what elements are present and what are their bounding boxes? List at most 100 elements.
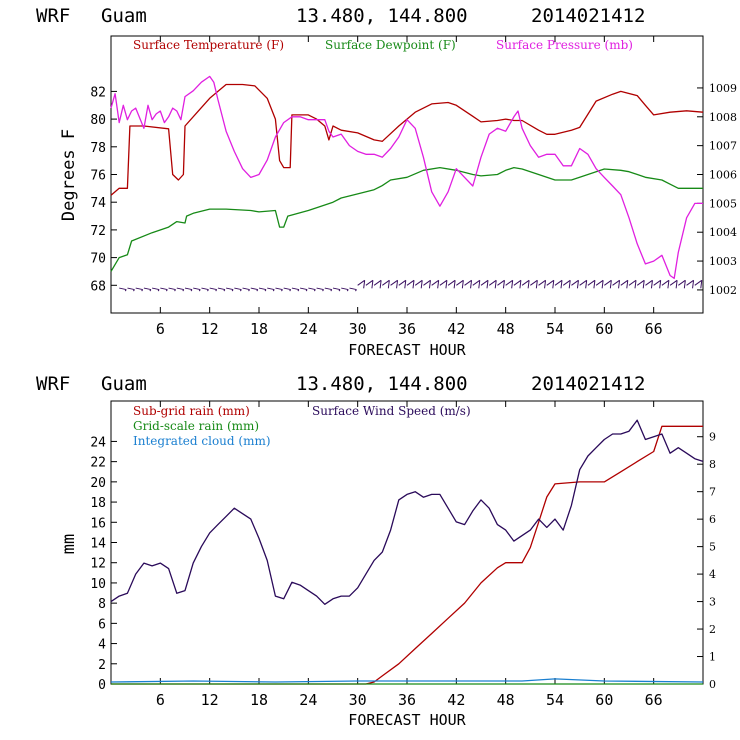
top-y-tick-label: 68 (90, 279, 106, 294)
bottom-x-tick-label: 48 (497, 691, 515, 709)
wind-barb-flag (626, 280, 629, 289)
wind-barb (300, 287, 308, 291)
wind-barb-flag (149, 289, 152, 292)
bottom-y2-tick-label: 7 (709, 486, 716, 499)
wind-barb-flag (601, 280, 604, 289)
wind-barb-flag (174, 289, 176, 292)
top-x-tick-label: 18 (250, 320, 268, 338)
wind-barb-flag (165, 289, 168, 292)
wind-barb-flag (387, 280, 390, 289)
bottom-y-tick-label: 10 (90, 577, 106, 592)
wind-barb-flag (313, 289, 316, 292)
wind-barb-flag (560, 280, 563, 289)
wind-barb-flag (346, 289, 349, 292)
bottom-y-tick-label: 4 (98, 638, 106, 653)
wind-barb-flag (379, 280, 382, 289)
bottom-x-tick-label: 54 (546, 691, 564, 709)
legend-surface-temperature: Surface Temperature (F) (133, 38, 284, 52)
bottom-y-tick-label: 22 (90, 456, 106, 471)
top-x-tick-label: 54 (546, 320, 564, 338)
wind-barb-flag (453, 280, 456, 289)
bottom-y2-tick-label: 9 (709, 431, 716, 444)
top-x-tick-label: 30 (349, 320, 367, 338)
wind-barb (168, 287, 176, 291)
top-y2-tick-label: 1002 (709, 284, 737, 297)
wind-barb-flag (223, 289, 226, 292)
wind-barb (184, 287, 193, 291)
wind-barb (349, 287, 357, 291)
wind-barb-flag (338, 289, 341, 292)
wind-barb-flag (157, 289, 160, 292)
wind-barb (562, 279, 571, 286)
bottom-chart: WRF Guam 13.480, 144.800 2014021412 6 12 1… (36, 373, 716, 729)
wind-barb (579, 279, 587, 286)
wind-barb-flag (207, 289, 209, 292)
bottom-y2-tick-label: 2 (709, 623, 716, 636)
wind-barb (324, 287, 332, 291)
wind-barb (414, 279, 423, 286)
top-x-tick-label: 42 (447, 320, 465, 338)
wind-barb (480, 279, 489, 286)
wind-barb-flag (231, 289, 234, 292)
legend-surface-dewpoint: Surface Dewpoint (F) (325, 38, 456, 52)
wind-barb (406, 279, 415, 286)
legend-grid-scale-rain: Grid-scale rain (mm) (133, 419, 259, 433)
bottom-y-tick-label: 8 (98, 597, 106, 612)
wind-barb (242, 287, 250, 291)
wind-barb (152, 287, 160, 291)
wind-barb-flag (511, 280, 514, 289)
wind-barb-flag (576, 280, 579, 289)
wind-barb-flag (519, 280, 522, 289)
wind-barb-flag (190, 289, 193, 292)
legend-integrated-cloud: Integrated cloud (mm) (133, 434, 271, 448)
wind-barb-flag (198, 289, 201, 292)
top-header-coords: 13.480, 144.800 (296, 5, 468, 27)
wind-barb (530, 279, 538, 286)
wind-barb-flag (700, 280, 703, 289)
top-y2-tick-label: 1006 (709, 169, 737, 182)
wind-barb-flag (428, 280, 431, 289)
wind-barb-flag (272, 289, 275, 292)
wind-barbs (119, 279, 703, 292)
top-series-line-surface-pressure-mb (110, 75, 703, 280)
wind-barb-flag (552, 280, 555, 289)
wind-barb (365, 279, 374, 286)
top-x-axis: 6 12 18 24 30 36 42 48 54 60 66 (156, 36, 663, 338)
bottom-y-tick-label: 16 (90, 516, 106, 531)
wind-barb-flag (182, 289, 185, 292)
bottom-y2-tick-label: 4 (709, 568, 716, 581)
wind-barb-flag (256, 289, 259, 292)
wind-barb (538, 279, 546, 286)
wind-barb (587, 279, 596, 286)
top-series-line-surface-temperature-f (110, 83, 704, 196)
wind-barb-flag (289, 289, 292, 292)
wind-barb (382, 279, 390, 286)
top-y-axis: 68 70 72 74 76 78 80 82 (90, 85, 117, 294)
wind-barb-flag (659, 280, 662, 289)
wind-barb-flag (355, 289, 357, 292)
top-x-tick-label: 66 (645, 320, 663, 338)
wind-barb (678, 279, 686, 286)
wind-barb-flag (478, 280, 481, 289)
wind-barb (258, 287, 267, 291)
wind-barb (308, 287, 316, 291)
wind-barb-flag (404, 280, 407, 289)
wind-barb-flag (609, 280, 612, 289)
wind-barb (176, 287, 184, 291)
wind-barb-flag (494, 280, 497, 289)
wind-barb (390, 279, 398, 286)
wind-barb-flag (264, 289, 267, 292)
wind-barb (472, 279, 481, 286)
wind-barb (398, 279, 407, 286)
wind-barb (160, 287, 168, 291)
bottom-x-tick-label: 60 (595, 691, 613, 709)
top-x-tick-label: 12 (201, 320, 219, 338)
wind-barb (332, 287, 341, 291)
top-y-tick-label: 80 (90, 113, 106, 128)
wind-barb-flag (692, 280, 695, 289)
wind-barb-flag (618, 280, 621, 289)
wind-barb (694, 279, 703, 286)
wind-barb (636, 279, 645, 286)
